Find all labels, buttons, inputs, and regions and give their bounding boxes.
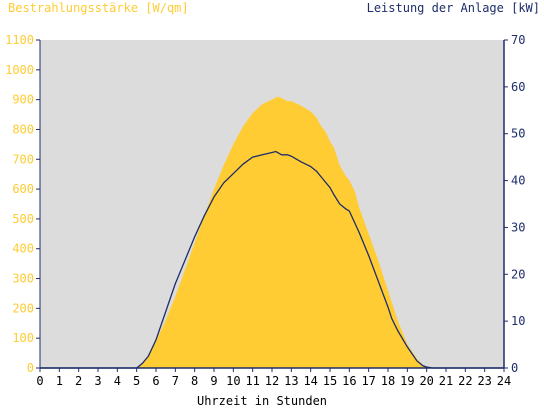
x-tick-label: 14 xyxy=(303,374,317,388)
left-tick-label: 1100 xyxy=(5,33,34,47)
irradiance-series-layer xyxy=(40,96,504,369)
left-tick-label: 300 xyxy=(12,272,34,286)
x-tick-label: 12 xyxy=(265,374,279,388)
right-tick-label: 20 xyxy=(511,267,525,281)
x-tick-label: 19 xyxy=(400,374,414,388)
right-axis-title: Leistung der Anlage [kW] xyxy=(367,1,540,15)
x-tick-label: 4 xyxy=(114,374,121,388)
x-tick-label: 10 xyxy=(226,374,240,388)
x-tick-label: 18 xyxy=(381,374,395,388)
left-tick-label: 0 xyxy=(27,361,34,375)
power-series-layer xyxy=(40,150,504,369)
x-tick-label: 8 xyxy=(191,374,198,388)
left-tick-label: 100 xyxy=(12,331,34,345)
right-tick-label: 60 xyxy=(511,80,525,94)
power-line xyxy=(40,150,504,369)
x-tick-label: 13 xyxy=(284,374,298,388)
x-axis-label: Uhrzeit in Stunden xyxy=(197,394,327,408)
left-tick-label: 500 xyxy=(12,212,34,226)
x-tick-label: 1 xyxy=(56,374,63,388)
x-tick-label: 3 xyxy=(94,374,101,388)
right-tick-label: 10 xyxy=(511,314,525,328)
x-tick-label: 22 xyxy=(458,374,472,388)
x-tick-label: 0 xyxy=(36,374,43,388)
x-tick-label: 20 xyxy=(419,374,433,388)
x-tick-label: 9 xyxy=(210,374,217,388)
right-axis-ticks: 0 10 20 30 40 50 60 70 xyxy=(504,33,525,375)
left-tick-label: 600 xyxy=(12,182,34,196)
left-tick-label: 200 xyxy=(12,301,34,315)
left-axis-title: Bestrahlungsstärke [W/qm] xyxy=(8,1,189,15)
x-tick-label: 2 xyxy=(75,374,82,388)
right-tick-label: 0 xyxy=(511,361,518,375)
left-tick-label: 800 xyxy=(12,122,34,136)
x-tick-label: 15 xyxy=(323,374,337,388)
right-tick-label: 70 xyxy=(511,33,525,47)
x-tick-label: 6 xyxy=(152,374,159,388)
x-tick-label: 23 xyxy=(477,374,491,388)
x-tick-label: 21 xyxy=(439,374,453,388)
x-tick-label: 24 xyxy=(497,374,511,388)
x-tick-label: 16 xyxy=(342,374,356,388)
left-tick-label: 400 xyxy=(12,242,34,256)
right-tick-label: 40 xyxy=(511,174,525,188)
left-axis-ticks: 0 100 200 300 400 500 600 700 800 900 1000 1100 xyxy=(5,33,40,375)
x-tick-label: 17 xyxy=(361,374,375,388)
x-axis-ticks: 0 1 2 3 4 5 6 7 8 9 10 11 12 13 14 15 16 17 18 19 20 21 22 23 24 xyxy=(36,368,511,388)
left-tick-label: 900 xyxy=(12,93,34,107)
left-tick-label: 1000 xyxy=(5,63,34,77)
right-tick-label: 30 xyxy=(511,220,525,234)
right-tick-label: 50 xyxy=(511,127,525,141)
left-tick-label: 700 xyxy=(12,152,34,166)
x-tick-label: 11 xyxy=(245,374,259,388)
irradiance-area xyxy=(40,96,504,369)
x-tick-label: 5 xyxy=(133,374,140,388)
x-tick-label: 7 xyxy=(172,374,179,388)
